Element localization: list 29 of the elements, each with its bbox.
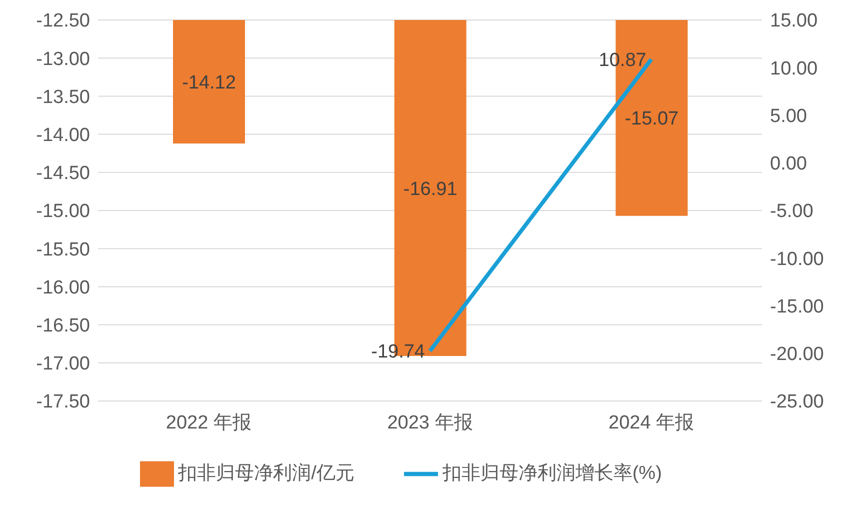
data-label: -19.74 [371,342,426,363]
y-tick-label: -16.50 [36,316,90,337]
data-label: -15.07 [624,108,679,130]
y2-tick-label: -5.00 [770,201,814,222]
y-tick-label: -15.00 [36,201,90,222]
y2-tick-label: -20.00 [770,344,824,366]
y2-tick-label: -25.00 [770,392,824,413]
legend-label: 扣非归母净利润增长率(%) [442,463,662,484]
y-tick-label: -17.00 [36,354,90,375]
y-tick-label: -17.50 [36,392,90,413]
x-tick-label: 2023 年报 [387,412,473,434]
y-tick-label: -15.50 [36,239,90,260]
data-label: -16.91 [403,178,458,200]
y2-tick-label: 0.00 [770,154,807,175]
y2-tick-label: -15.00 [770,296,824,318]
y-tick-label: -16.00 [36,277,90,298]
y-tick-label: -14.00 [36,125,90,146]
data-label: -14.12 [182,72,236,94]
y-tick-label: -13.00 [36,48,90,70]
y-tick-label: -13.50 [36,86,90,108]
y-tick-label: -14.50 [36,163,90,184]
y2-tick-label: 10.00 [770,58,818,80]
legend-label: 扣非归母净利润/亿元 [178,463,354,484]
y-tick-label: -12.50 [36,10,90,32]
y2-tick-label: 15.00 [770,10,818,32]
x-tick-label: 2024 年报 [608,412,694,434]
y2-tick-label: -10.00 [770,248,824,270]
y2-tick-label: 5.00 [770,106,807,127]
x-tick-label: 2022 年报 [166,412,252,434]
